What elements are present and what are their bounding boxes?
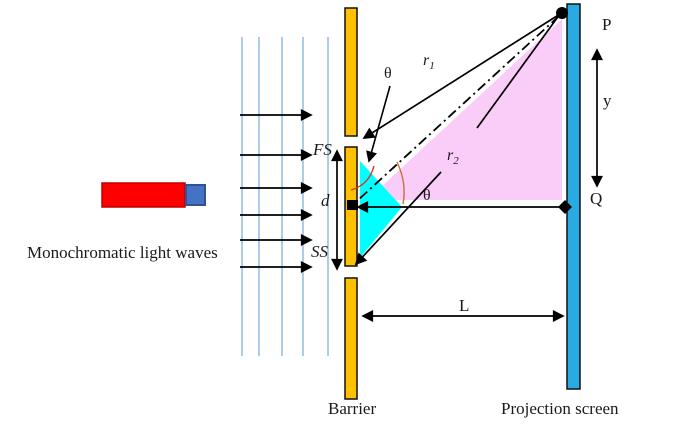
point-p-marker — [556, 7, 568, 19]
slit-midpoint-marker — [347, 200, 358, 210]
laser-source-body — [101, 182, 186, 208]
ray-r1-sub: 1 — [429, 60, 435, 73]
source-caption: Monochromatic light waves — [27, 243, 218, 262]
theta-pointer-arrow — [366, 85, 391, 163]
point-q-label: Q — [590, 189, 603, 208]
laser-source-tip — [185, 184, 206, 206]
ray-r2-upper-segment — [476, 13, 561, 129]
theta-bottom-label: θ — [423, 187, 431, 204]
projection-screen — [566, 3, 581, 390]
ray-r2-sub: 2 — [453, 155, 459, 168]
barrier-bottom-segment — [344, 277, 358, 400]
barrier — [344, 7, 358, 400]
barrier-top-segment — [344, 7, 358, 137]
screen-distance-label: L — [459, 296, 470, 315]
ray-r1-label: r1 — [423, 52, 435, 73]
propagation-arrows — [240, 109, 313, 273]
path-difference-triangle — [360, 161, 402, 258]
slit-fs-label: FS — [313, 140, 332, 159]
ray-r1-base: r — [423, 52, 430, 69]
barrier-label: Barrier — [328, 399, 377, 418]
wavefront-lines — [241, 37, 329, 356]
slit-ss-label: SS — [311, 242, 328, 261]
angle-arc-at-axis — [396, 161, 405, 205]
slit-separation-label: d — [321, 191, 330, 210]
geometry-triangle — [367, 19, 562, 200]
projection-screen-label: Projection screen — [501, 399, 619, 418]
central-axis-dashdot-line — [356, 15, 560, 202]
ray-r2-label: r2 — [447, 147, 459, 168]
ray-r2-base: r — [447, 147, 454, 164]
angle-arc-at-slit — [350, 165, 375, 191]
theta-top-label: θ — [384, 65, 392, 82]
point-p-label: P — [602, 15, 612, 34]
ray-r2-lower-segment — [354, 171, 442, 266]
ray-r1-line — [362, 13, 561, 139]
fringe-distance-label: y — [603, 91, 612, 110]
point-q-marker — [558, 200, 572, 214]
